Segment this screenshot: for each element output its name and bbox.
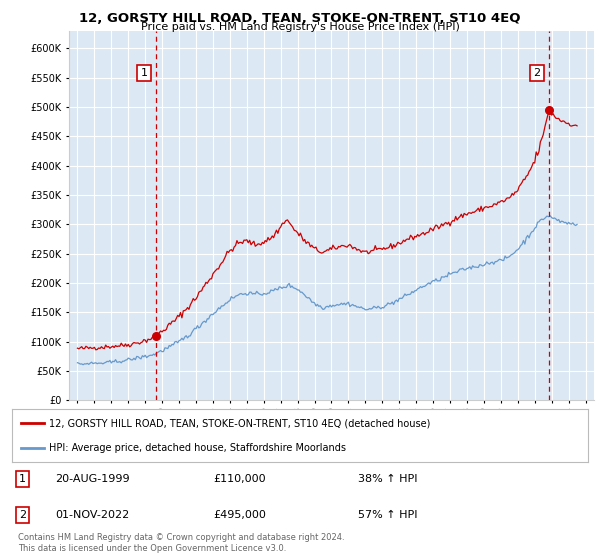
- Text: 12, GORSTY HILL ROAD, TEAN, STOKE-ON-TRENT, ST10 4EQ (detached house): 12, GORSTY HILL ROAD, TEAN, STOKE-ON-TRE…: [49, 418, 431, 428]
- Text: 38% ↑ HPI: 38% ↑ HPI: [358, 474, 417, 484]
- Text: 1: 1: [140, 68, 148, 78]
- Text: 1: 1: [19, 474, 26, 484]
- Text: 2: 2: [19, 510, 26, 520]
- Text: HPI: Average price, detached house, Staffordshire Moorlands: HPI: Average price, detached house, Staf…: [49, 442, 346, 452]
- Text: Price paid vs. HM Land Registry's House Price Index (HPI): Price paid vs. HM Land Registry's House …: [140, 22, 460, 32]
- Text: 12, GORSTY HILL ROAD, TEAN, STOKE-ON-TRENT, ST10 4EQ: 12, GORSTY HILL ROAD, TEAN, STOKE-ON-TRE…: [79, 12, 521, 25]
- Text: £110,000: £110,000: [214, 474, 266, 484]
- Text: 2: 2: [533, 68, 541, 78]
- Text: 20-AUG-1999: 20-AUG-1999: [55, 474, 130, 484]
- Text: £495,000: £495,000: [214, 510, 266, 520]
- Text: Contains HM Land Registry data © Crown copyright and database right 2024.
This d: Contains HM Land Registry data © Crown c…: [18, 533, 344, 553]
- Text: 01-NOV-2022: 01-NOV-2022: [55, 510, 130, 520]
- Text: 57% ↑ HPI: 57% ↑ HPI: [358, 510, 417, 520]
